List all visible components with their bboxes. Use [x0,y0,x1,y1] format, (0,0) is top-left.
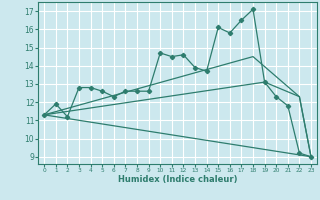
X-axis label: Humidex (Indice chaleur): Humidex (Indice chaleur) [118,175,237,184]
